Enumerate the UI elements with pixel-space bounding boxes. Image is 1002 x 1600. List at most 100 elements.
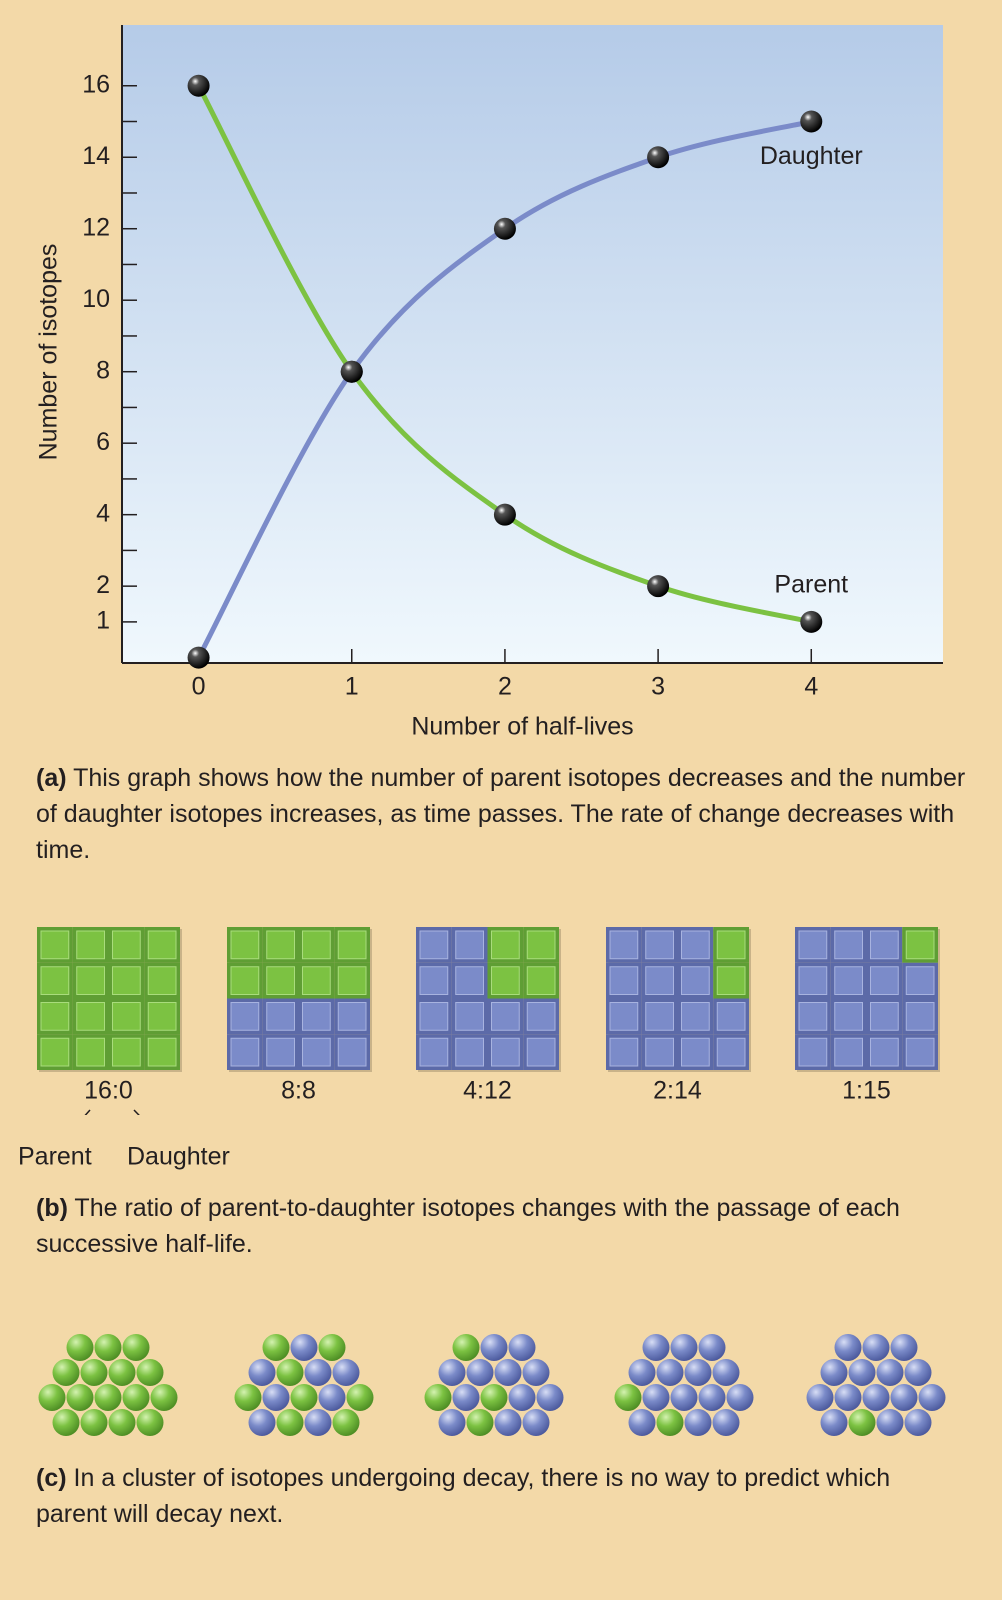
caption-c: (c) In a cluster of isotopes undergoing … [36,1460,966,1532]
grid-cell-face [645,1002,674,1031]
grid-cell-face [266,1002,295,1031]
isotope-ball [494,1359,522,1386]
ratio-grid [227,927,372,1072]
ratio-panels: 16:0 8:8 4:12 2:14 1:15 [37,927,940,1115]
isotope-ball [304,1359,332,1386]
caption-label: (b) [36,1194,68,1222]
grid-cell-face [905,930,935,960]
isotope-ball [304,1409,332,1436]
grid-cell-face [716,930,746,960]
grid-cell-face [302,966,331,995]
grid-cell-face [40,1002,70,1031]
ratio-grid [795,927,940,1072]
isotope-ball [726,1384,754,1411]
isotope-ball [108,1409,136,1436]
y-tick-label: 10 [82,285,110,313]
isotope-ball [480,1384,508,1411]
data-point [340,360,363,383]
isotope-ball [318,1384,346,1411]
grid-cell-face [266,966,295,995]
isotope-ball [684,1409,712,1436]
grid-cell-face [834,1002,863,1031]
grid-cell-face [491,930,520,960]
grid-cell-face [526,1002,556,1031]
ratio-grid [37,927,182,1072]
isotope-ball [52,1409,80,1436]
isotope-ball [628,1409,656,1436]
data-point [493,503,516,526]
isotope-ball [466,1409,494,1436]
grid-cell-face [681,930,710,960]
grid-cell-face [609,1002,639,1031]
grid-cell-face [230,966,260,995]
caption-text: This graph shows how the number of paren… [36,764,966,864]
isotope-ball [522,1409,550,1436]
y-tick-label: 1 [96,607,110,635]
grid-cell-face [834,1037,863,1067]
grid-cell-face [716,1037,746,1067]
y-tick-label: 16 [82,70,110,98]
series-label: Daughter [760,142,863,170]
cluster [424,1334,564,1436]
y-tick-label: 6 [96,428,110,456]
y-tick-label: 4 [96,499,110,527]
grid-cell-face [905,966,935,995]
isotope-ball [452,1334,480,1361]
grid-cell-face [266,1037,295,1067]
grid-cell-face [455,966,484,995]
grid-cell-face [716,1002,746,1031]
grid-cell-face [40,1037,70,1067]
isotope-ball [38,1384,66,1411]
grid-cell-face [302,1037,331,1067]
x-tick-label: 0 [192,673,206,701]
isotope-ball [122,1334,150,1361]
isotope-ball [508,1334,536,1361]
cluster [806,1334,946,1436]
grid-cell-face [337,966,367,995]
grid-cell-face [147,966,177,995]
isotope-ball [890,1384,918,1411]
grid-cell-face [491,1002,520,1031]
grid-cell-face [681,1002,710,1031]
grid-cell-face [526,1037,556,1067]
isotope-ball [480,1334,508,1361]
isotope-ball [438,1409,466,1436]
isotope-ball [834,1334,862,1361]
grid-cell-face [230,930,260,960]
isotope-ball [424,1384,452,1411]
grid-cell-face [76,1002,105,1031]
x-tick-label: 1 [345,673,359,701]
grid-cell-face [40,966,70,995]
isotope-ball [150,1384,178,1411]
isotope-ball [290,1334,318,1361]
isotope-ball [248,1409,276,1436]
series-line [196,84,812,625]
grid-cell-face [491,966,520,995]
isotope-ball [712,1409,740,1436]
ratio-label: 16:0 [84,1077,133,1105]
isotope-ball [670,1334,698,1361]
pointer-line [133,1109,140,1115]
grid-cell-face [455,1002,484,1031]
isotope-ball [262,1384,290,1411]
data-point [187,74,210,97]
grid-cell-face [147,1037,177,1067]
isotope-ball [494,1409,522,1436]
grid-cell-face [112,1002,141,1031]
grid-cell-face [491,1037,520,1067]
cluster [234,1334,374,1436]
x-tick-label: 3 [651,673,665,701]
grid-cell-face [337,930,367,960]
grid-cell-face [40,930,70,960]
isotope-ball [904,1359,932,1386]
data-point [187,646,210,669]
series-label: Parent [774,571,848,599]
grid-cell-face [76,966,105,995]
isotope-ball [332,1409,360,1436]
isotope-ball [862,1384,890,1411]
grid-cell-face [870,930,899,960]
grid-cell-face [112,966,141,995]
grid-cell-face [526,930,556,960]
grid-cell-face [798,1002,828,1031]
isotope-clusters [38,1334,946,1436]
